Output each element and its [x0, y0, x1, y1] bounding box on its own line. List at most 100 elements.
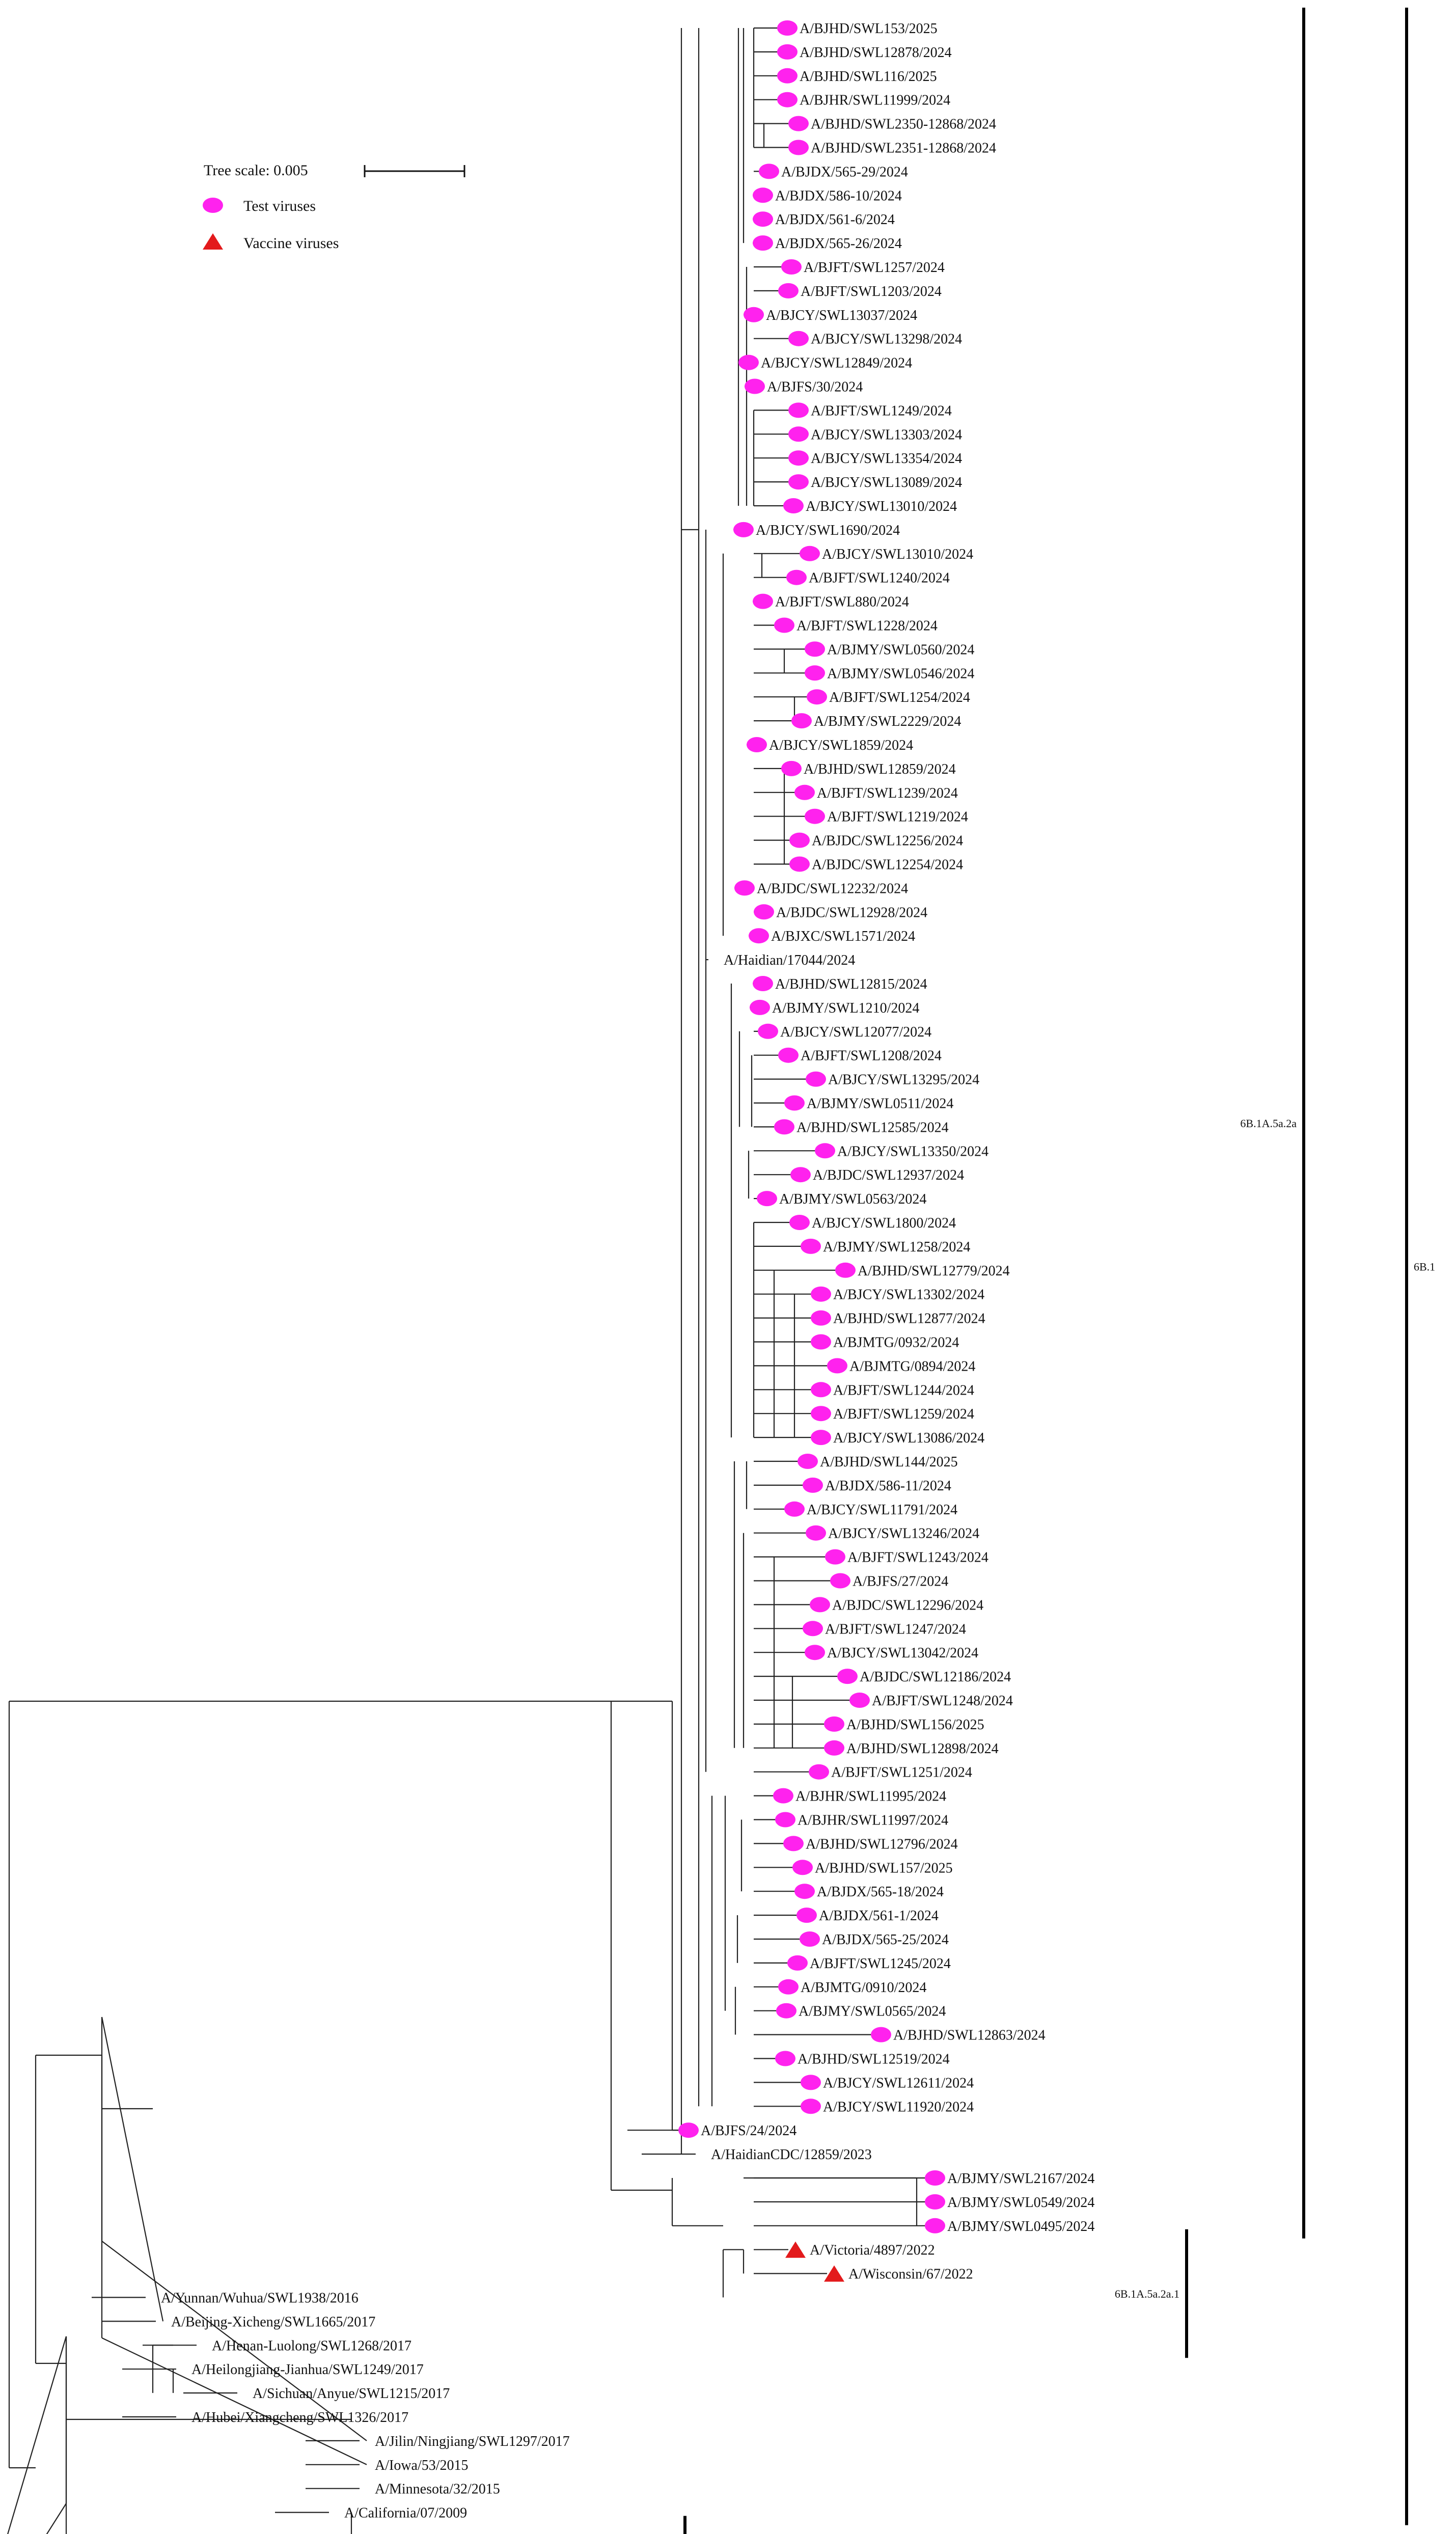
leaf-label: A/BJCY/SWL13350/2024 [837, 1143, 988, 1159]
leaf-label: A/Haidian/17044/2024 [724, 952, 855, 968]
test-virus-circle-icon [811, 1310, 831, 1326]
test-virus-circle-icon [744, 307, 764, 322]
leaf-label: A/BJMY/SWL2167/2024 [947, 2171, 1094, 2187]
leaf-label: A/BJDX/586-10/2024 [775, 188, 902, 204]
test-virus-circle-icon [811, 1286, 831, 1302]
test-virus-circle-icon [801, 2099, 821, 2114]
leaf-label: A/BJDC/SWL12186/2024 [860, 1669, 1011, 1685]
test-virus-circle-icon [753, 211, 773, 227]
leaf-label: A/HaidianCDC/12859/2023 [711, 2147, 872, 2163]
leaf-label: A/BJFS/30/2024 [767, 379, 863, 395]
leaf-label: A/BJFT/SWL1254/2024 [829, 690, 970, 705]
leaf-label: A/Jilin/Ningjiang/SWL1297/2017 [375, 2434, 570, 2449]
test-virus-circle-icon [738, 355, 759, 370]
clade-label: 6B.1A.5a.2a.1 [1115, 2287, 1179, 2300]
test-virus-circle-icon [871, 2027, 891, 2042]
test-virus-circle-icon [734, 880, 755, 896]
tree-branch [101, 2337, 367, 2465]
test-virus-circle-icon [778, 1979, 799, 1995]
leaf-label: A/BJCY/SWL13303/2024 [811, 427, 962, 443]
leaf-label: A/BJMY/SWL0563/2024 [779, 1191, 926, 1207]
test-virus-circle-icon [805, 665, 825, 681]
test-virus-circle-icon [774, 1119, 794, 1135]
leaf-label: A/Heilongjiang-Jianhua/SWL1249/2017 [191, 2362, 424, 2378]
test-virus-circle-icon [775, 2051, 795, 2066]
test-virus-circle-icon [800, 1931, 820, 1947]
test-virus-circle-icon [753, 593, 773, 609]
leaf-label: A/BJFT/SWL1249/2024 [811, 403, 952, 419]
test-virus-circle-icon [754, 904, 774, 920]
test-virus-circle-icon [753, 976, 773, 991]
test-virus-circle-icon [803, 1477, 823, 1493]
leaf-label: A/BJFT/SWL1247/2024 [825, 1621, 966, 1637]
test-virus-circle-icon [788, 331, 809, 346]
leaf-label: A/BJHR/SWL11997/2024 [798, 1813, 948, 1829]
test-virus-circle-icon [835, 1262, 856, 1278]
leaf-label: A/BJMY/SWL0560/2024 [827, 642, 974, 658]
leaf-label: A/BJCY/SWL13302/2024 [833, 1287, 984, 1303]
test-virus-circle-icon [794, 1884, 815, 1899]
test-virus-circle-icon [757, 1191, 777, 1207]
leaf-label: A/BJDX/561-1/2024 [819, 1908, 939, 1924]
leaf-label: A/BJHD/SWL12863/2024 [893, 2028, 1046, 2043]
legend: Tree scale: 0.005 Test viruses Vaccine v… [203, 162, 465, 252]
test-virus-circle-icon [837, 1669, 858, 1684]
test-virus-circle-icon [753, 235, 773, 251]
test-virus-circle-icon [778, 283, 799, 298]
test-virus-circle-icon [788, 474, 809, 490]
leaf-label: A/BJCY/SWL12849/2024 [761, 356, 912, 371]
leaf-label: A/BJDC/SWL12254/2024 [812, 857, 963, 873]
test-virus-circle-icon [925, 2218, 945, 2233]
test-virus-circle-icon [824, 1716, 844, 1732]
test-virus-circle-icon [775, 1812, 795, 1828]
leaf-label: A/BJHD/SWL144/2025 [820, 1454, 958, 1470]
test-virus-circle-icon [203, 198, 223, 213]
test-virus-circle-icon [925, 2170, 945, 2186]
leaf-label: A/Hubei/Xiangcheng/SWL1326/2017 [191, 2410, 408, 2426]
test-virus-circle-icon [849, 1693, 870, 1708]
leaf-label: A/BJFT/SWL1228/2024 [796, 618, 938, 634]
test-virus-circle-icon [824, 1740, 844, 1756]
leaf-label: A/BJHD/SWL2350-12868/2024 [811, 117, 996, 132]
leaf-label: A/BJCY/SWL13246/2024 [828, 1526, 979, 1542]
test-virus-circle-icon [787, 1955, 808, 1971]
legend-vaccine-label: Vaccine viruses [243, 235, 339, 252]
leaf-label: A/BJHD/SWL157/2025 [815, 1860, 953, 1876]
leaf-label: A/BJHD/SWL12878/2024 [800, 45, 952, 61]
leaf-label: A/BJCY/SWL13037/2024 [766, 308, 917, 323]
test-virus-circle-icon [805, 808, 825, 824]
leaf-label: A/BJDX/565-25/2024 [822, 1932, 949, 1948]
leaf-label: A/BJCY/SWL12611/2024 [823, 2075, 974, 2091]
test-virus-circle-icon [774, 617, 794, 633]
leaf-label: A/BJFT/SWL1259/2024 [833, 1406, 974, 1422]
leaf-label: A/BJHD/SWL12796/2024 [806, 1836, 958, 1852]
leaf-label: A/BJHD/SWL12585/2024 [796, 1120, 949, 1135]
tree-branch [101, 2017, 164, 2322]
leaf-label: A/BJHD/SWL116/2025 [800, 69, 937, 85]
leaf-label: A/BJCY/SWL11920/2024 [823, 2099, 974, 2115]
test-virus-circle-icon [830, 1573, 850, 1589]
leaf-label: A/BJDC/SWL12296/2024 [832, 1597, 983, 1613]
test-virus-circle-icon [773, 1788, 793, 1804]
leaf-label: A/BJDC/SWL12937/2024 [813, 1167, 964, 1183]
test-virus-circle-icon [800, 546, 820, 561]
test-virus-circle-icon [825, 1549, 845, 1565]
leaf-label: A/BJHD/SWL156/2025 [846, 1717, 984, 1733]
test-virus-circle-icon [745, 378, 765, 394]
leaf-label: A/BJCY/SWL1800/2024 [812, 1215, 956, 1231]
clade-label: 6B.1A.5a.2a [1240, 1117, 1297, 1130]
leaf-label: A/BJFT/SWL1245/2024 [810, 1956, 951, 1972]
test-virus-circle-icon [777, 68, 798, 84]
test-virus-circle-icon [784, 1501, 805, 1517]
leaf-label: A/BJFT/SWL1240/2024 [809, 570, 950, 586]
leaf-label: A/BJCY/SWL13298/2024 [811, 332, 962, 347]
leaf-label: A/BJMTG/0894/2024 [849, 1358, 975, 1374]
tree-branch [46, 2503, 67, 2534]
leaf-label: A/BJHR/SWL11999/2024 [800, 93, 950, 108]
test-virus-circle-icon [733, 522, 754, 537]
vaccine-virus-triangle-icon [785, 2241, 806, 2258]
test-virus-circle-icon [809, 1764, 829, 1780]
leaf-label: A/BJHD/SWL12519/2024 [798, 2052, 950, 2067]
tree-branch [101, 2241, 367, 2441]
